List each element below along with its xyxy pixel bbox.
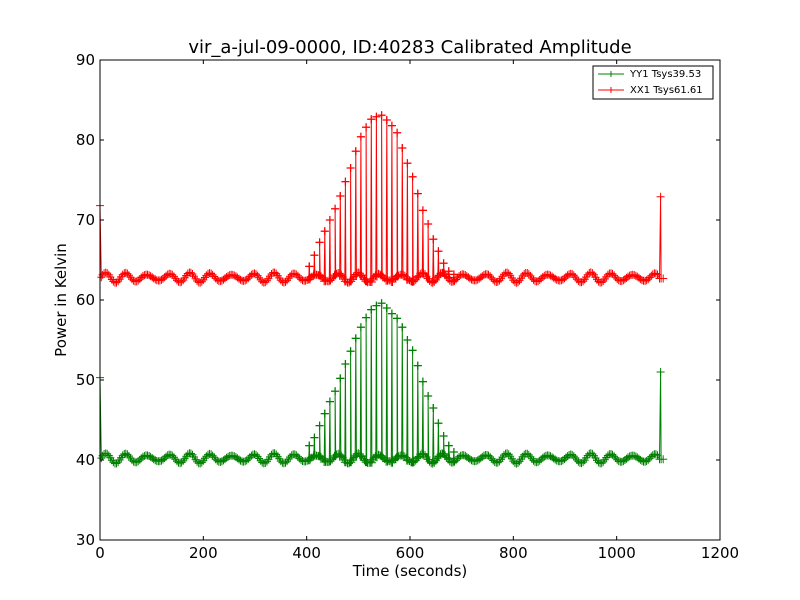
peak-point (444, 267, 453, 276)
legend-label-yy1: YY1 Tsys39.53 (629, 69, 701, 80)
legend: YY1 Tsys39.53 XX1 Tsys61.61 (592, 65, 714, 100)
chart-title: vir_a-jul-09-0000, ID:40283 Calibrated A… (188, 37, 631, 58)
peak-point (403, 336, 412, 344)
peak-point (356, 132, 365, 141)
peak-point (444, 441, 453, 450)
peak-point (320, 409, 329, 418)
peak-point (424, 392, 433, 400)
peak-point (393, 128, 402, 137)
series-line (99, 115, 664, 284)
x-axis-label: Time (seconds) (352, 562, 468, 580)
peak-point (310, 433, 319, 442)
peak-point (398, 323, 407, 332)
peak-point (434, 419, 443, 428)
legend-marker-yy1 (608, 71, 614, 77)
peak-point (429, 404, 438, 412)
peak-point (367, 305, 376, 314)
peak-point (336, 374, 345, 383)
peak-point (331, 387, 340, 396)
peak-point (331, 204, 340, 213)
peak-point (315, 421, 324, 430)
peak-point (362, 123, 371, 132)
peak-point (434, 247, 443, 256)
peak-point (418, 377, 427, 386)
peak-point (315, 238, 324, 247)
x-tick-label: 400 (292, 544, 321, 562)
y-tick-label: 60 (76, 291, 95, 309)
plot-series (96, 111, 668, 468)
peak-point (387, 121, 396, 130)
peak-point (382, 116, 391, 124)
peak-point (305, 441, 314, 450)
x-tick-label: 600 (396, 544, 425, 562)
peak-point (351, 334, 360, 343)
x-tick-label: 1000 (598, 544, 636, 562)
peak-point (351, 147, 360, 156)
peak-point (449, 270, 458, 279)
peak-point (413, 361, 422, 370)
peak-point (387, 309, 396, 318)
y-tick-label: 70 (76, 211, 95, 229)
y-tick-label: 30 (76, 531, 95, 549)
peak-point (439, 432, 448, 440)
peak-point (382, 304, 391, 312)
peak-point (439, 259, 448, 268)
peak-point (372, 301, 381, 310)
peak-point (377, 299, 386, 308)
peak-point (403, 159, 412, 168)
peak-point (346, 164, 355, 172)
peak-point (346, 347, 355, 356)
peak-point (356, 323, 365, 332)
peak-point (424, 220, 433, 228)
axis-ticks: 0 200 400 600 800 1000 1200 30 40 50 60 70 80 90 (76, 51, 739, 562)
y-tick-label: 80 (76, 131, 95, 149)
legend-box (592, 65, 714, 100)
legend-label-xx1: XX1 Tsys61.61 (630, 85, 703, 96)
peak-point (341, 177, 350, 186)
series-1 (96, 111, 668, 287)
peak-point (408, 346, 417, 355)
peak-point (408, 172, 417, 181)
y-tick-label: 40 (76, 451, 95, 469)
peak-point (367, 115, 376, 124)
legend-marker-xx1 (608, 87, 614, 93)
peak-point (398, 144, 407, 152)
x-tick-label: 200 (189, 544, 218, 562)
peak-point (341, 360, 350, 368)
peak-point (305, 262, 314, 271)
peak-point (362, 313, 371, 322)
y-tick-label: 90 (76, 51, 95, 69)
x-tick-label: 1200 (701, 544, 739, 562)
peak-point (325, 216, 334, 224)
x-tick-label: 0 (95, 544, 105, 562)
peak-point (372, 112, 381, 121)
y-axis-label: Power in Kelvin (52, 243, 70, 357)
plot-frame (99, 59, 721, 541)
peak-point (429, 235, 438, 244)
peak-point (320, 227, 329, 236)
series-line (99, 303, 664, 465)
peak-point (325, 397, 334, 406)
peak-point (449, 448, 458, 456)
peak-point (393, 314, 402, 323)
x-tick-label: 800 (499, 544, 528, 562)
peak-point (418, 206, 427, 215)
series-0 (96, 299, 668, 468)
peak-point (377, 111, 386, 120)
peak-point (413, 189, 422, 198)
peak-point (310, 251, 319, 260)
peak-point (336, 192, 345, 200)
y-tick-label: 50 (76, 371, 95, 389)
